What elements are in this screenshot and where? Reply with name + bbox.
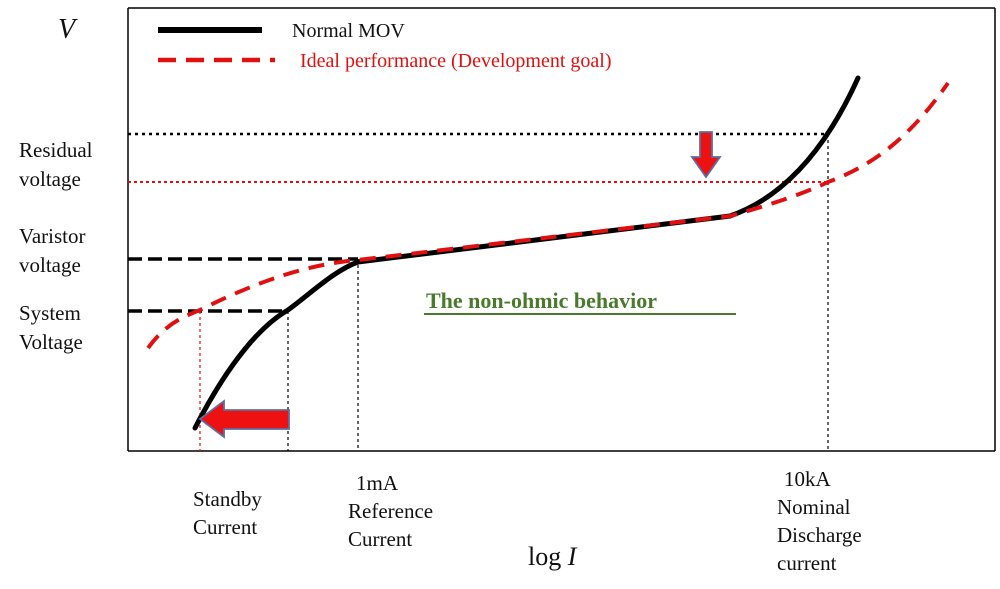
non-ohmic-behavior-label: The non-ohmic behavior — [426, 288, 657, 313]
ideal-performance-curve — [146, 81, 950, 350]
nominal-current-label-line4: current — [777, 551, 837, 575]
legend-ideal-label: Ideal performance (Development goal) — [300, 50, 612, 72]
standby-current-label-line2: Current — [193, 515, 257, 539]
residual-voltage-label-line1: Residual — [19, 138, 93, 162]
x-axis-label: log I — [528, 542, 578, 571]
varistor-voltage-label-line1: Varistor — [19, 224, 86, 248]
reference-current-label-line1: 1mA — [356, 471, 399, 495]
nominal-current-label-line3: Discharge — [777, 523, 862, 547]
system-voltage-label-line2: Voltage — [19, 330, 83, 354]
reference-current-label-line2: Reference — [348, 499, 433, 523]
standby-reduction-arrow-icon — [198, 399, 290, 439]
varistor-voltage-label-line2: voltage — [19, 253, 81, 277]
residual-reduction-arrow-icon — [690, 131, 722, 179]
nominal-current-label-line2: Nominal — [777, 495, 851, 519]
legend-normal-label: Normal MOV — [292, 20, 405, 42]
nominal-current-label-line1: 10kA — [784, 467, 832, 491]
system-voltage-label-line1: System — [19, 301, 81, 325]
residual-voltage-label-line2: voltage — [19, 167, 81, 191]
standby-current-label-line1: Standby — [193, 487, 262, 511]
normal-mov-curve — [192, 75, 861, 431]
y-axis-variable: V — [58, 14, 78, 45]
reference-current-label-line3: Current — [348, 527, 412, 551]
